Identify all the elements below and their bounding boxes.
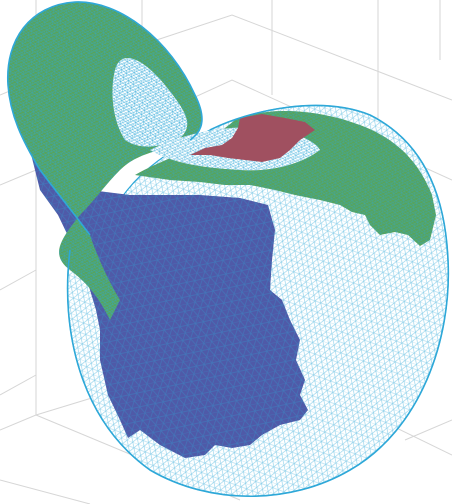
handle-hole-mesh — [112, 58, 188, 147]
surface-outline — [66, 104, 450, 497]
handle-outline — [7, 1, 203, 141]
grid-line — [0, 374, 37, 396]
grid-line — [0, 414, 37, 431]
grid-line — [404, 419, 452, 441]
region-blue-mesh — [30, 140, 308, 458]
grid-line — [0, 269, 37, 291]
grid-line — [0, 479, 91, 504]
handle-inner-outline — [7, 84, 91, 236]
region-red — [190, 114, 315, 162]
